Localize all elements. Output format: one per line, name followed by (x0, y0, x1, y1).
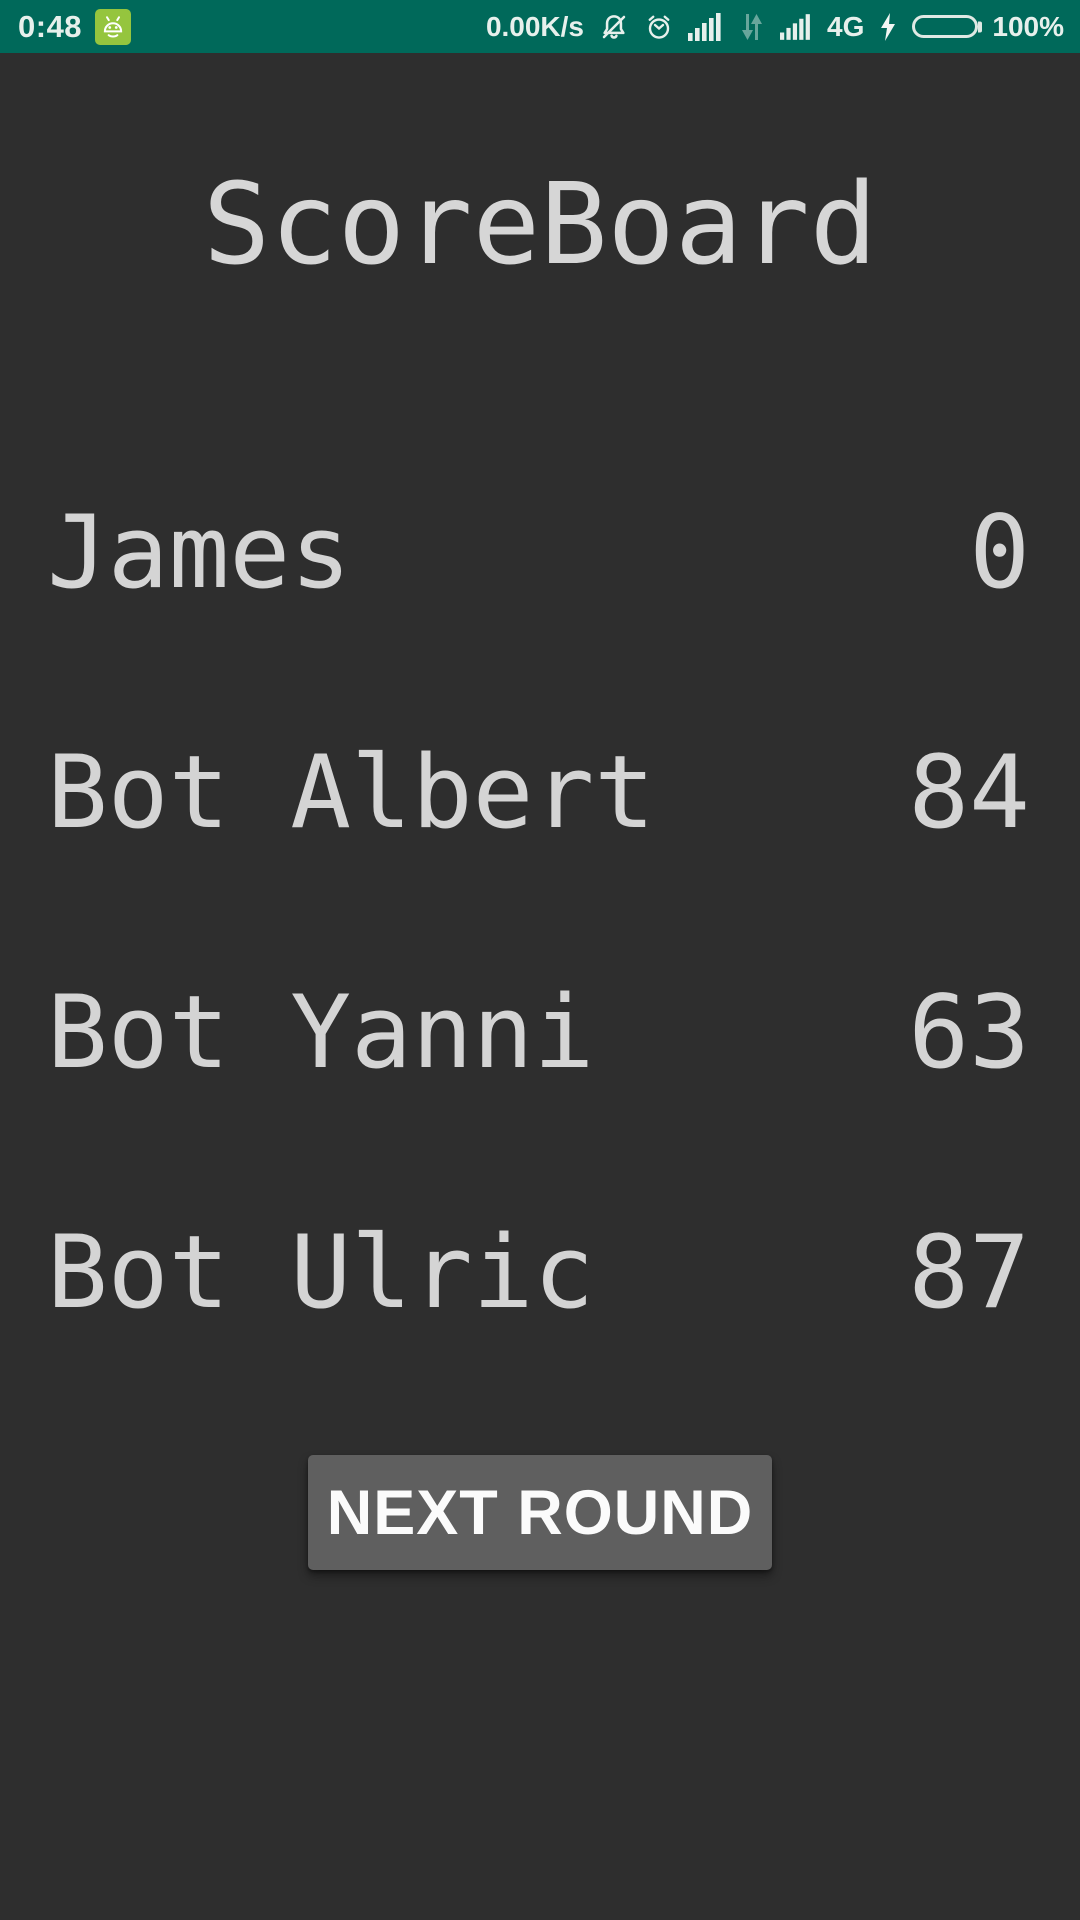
battery-icon (912, 15, 983, 38)
network-speed: 0.00K/s (485, 10, 585, 42)
signal-bars-icon (688, 12, 721, 41)
signal-bars-icon (780, 13, 810, 40)
player-score: 63 (908, 973, 1030, 1091)
player-name: Bot Albert (47, 733, 656, 851)
status-bar-left: 0:48 (18, 8, 132, 45)
score-row: Bot Ulric 87 (0, 1207, 1080, 1337)
network-type: 4G (827, 10, 865, 42)
alarm-clock-icon (648, 15, 670, 39)
player-name: Bot Ulric (47, 1213, 595, 1331)
page-title: ScoreBoard (202, 160, 878, 290)
player-score: 84 (908, 733, 1030, 851)
charging-bolt-icon (881, 12, 896, 41)
player-name: James (47, 493, 352, 611)
player-name: Bot Yanni (47, 973, 595, 1091)
android-app-icon (95, 8, 132, 45)
score-row: Bot Albert 84 (0, 727, 1080, 857)
status-bar: 0:48 0.00K/s (0, 0, 1080, 53)
clock-time: 0:48 (18, 8, 83, 44)
score-row: James 0 (0, 487, 1080, 617)
status-bar-right: 0.00K/s (486, 11, 1064, 43)
muted-bell-icon (602, 14, 626, 39)
next-round-button[interactable]: NEXT ROUND (308, 1455, 772, 1570)
score-row: Bot Yanni 63 (0, 967, 1080, 1097)
data-activity-arrows-icon (742, 13, 763, 40)
battery-nub (978, 21, 983, 32)
player-score: 0 (969, 493, 1030, 611)
player-score: 87 (908, 1213, 1030, 1331)
battery-percent: 100% (992, 10, 1064, 42)
